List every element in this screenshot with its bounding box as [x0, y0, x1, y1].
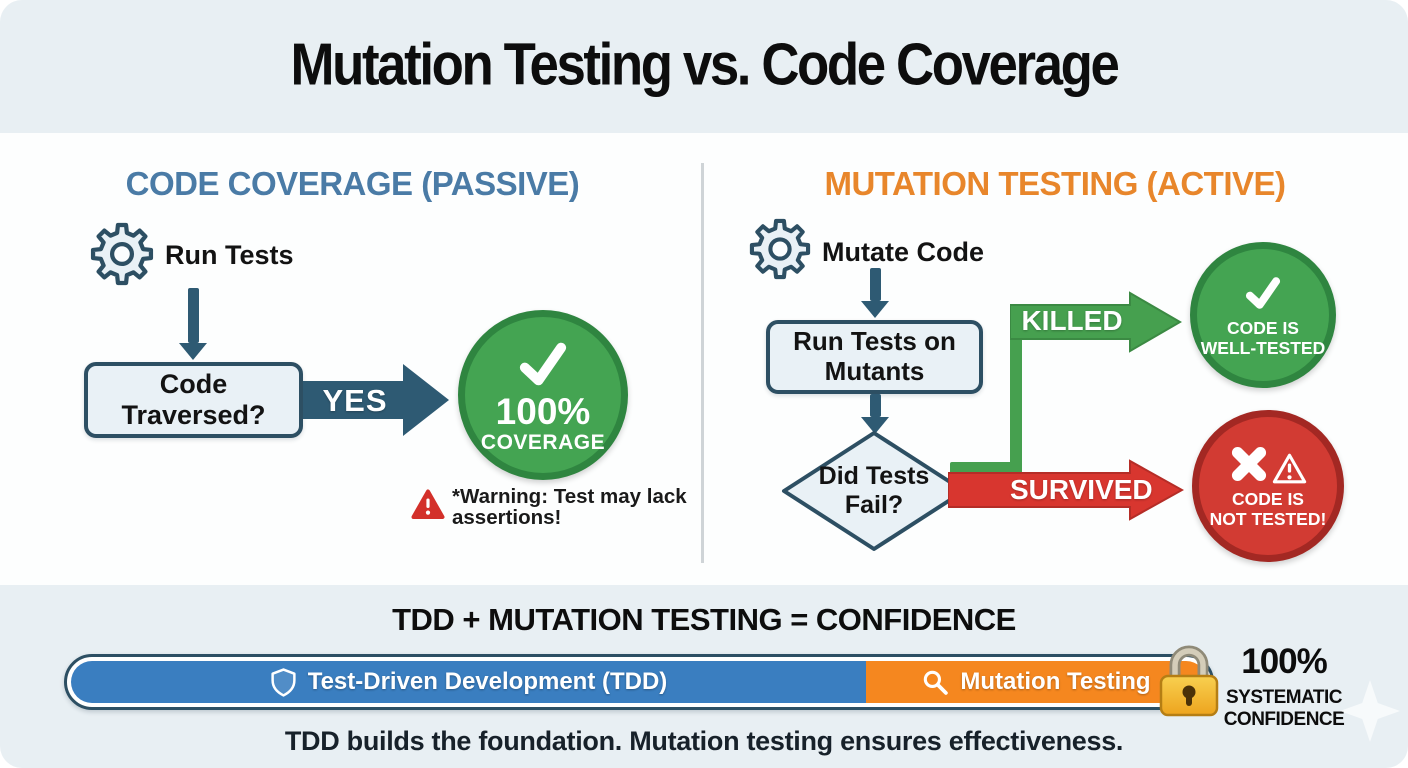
confidence-value: 100%: [1241, 642, 1328, 681]
yes-arrow-label: YES: [322, 383, 388, 418]
survived-arrow-label: SURVIVED: [1010, 474, 1153, 505]
coverage-label: COVERAGE: [480, 431, 606, 455]
did-tests-fail-diamond: Did Tests Fail?: [781, 430, 967, 552]
tdd-bar-label: Test-Driven Development (TDD): [307, 668, 668, 695]
mutation-bar-segment: Mutation Testing: [866, 661, 1207, 703]
mutation-bar-label: Mutation Testing: [960, 668, 1151, 695]
run-tests-mutants-box: Run Tests on Mutants: [766, 320, 983, 394]
killed-arrow-icon: [1010, 291, 1182, 353]
well-tested-line2: WELL-TESTED: [1200, 338, 1326, 358]
down-arrow-icon: [861, 268, 889, 318]
well-tested-circle: CODE IS WELL-TESTED: [1190, 242, 1336, 388]
warning-icon: [1271, 452, 1308, 485]
confidence-line2: CONFIDENCE: [1223, 709, 1345, 730]
footer-headline: TDD + MUTATION TESTING = CONFIDENCE: [392, 602, 1016, 637]
yes-arrow-icon: [303, 360, 451, 440]
elbow-connector: [950, 462, 1022, 474]
run-tests-mutants-line2: Mutants: [824, 356, 925, 386]
right-panel-header: MUTATION TESTING (ACTIVE): [824, 165, 1286, 202]
not-tested-circle: CODE IS NOT TESTED!: [1192, 410, 1344, 562]
code-traversed-label: Code Traversed?: [121, 369, 266, 430]
down-arrow-icon: [861, 394, 889, 434]
footer-caption: TDD builds the foundation. Mutation test…: [284, 726, 1124, 756]
code-traversed-box: Code Traversed?: [84, 362, 303, 438]
gear-icon: [89, 221, 155, 287]
gear-icon: [748, 217, 812, 281]
warning-text-line1: *Warning: Test may lack: [452, 485, 687, 508]
run-tests-label: Run Tests: [165, 240, 294, 270]
shield-icon: [270, 667, 297, 697]
page-title: Mutation Testing vs. Code Coverage: [290, 30, 1120, 98]
confidence-line1: SYSTEMATIC: [1225, 687, 1343, 708]
confidence-text: 100% SYSTEMATIC CONFIDENCE: [1223, 642, 1345, 730]
well-tested-line1: CODE IS: [1227, 317, 1299, 338]
coverage-result-circle: 100% COVERAGE: [458, 310, 628, 480]
killed-arrow-label: KILLED: [1021, 305, 1123, 336]
not-tested-line1: CODE IS: [1232, 488, 1304, 509]
did-tests-fail-line2: Fail?: [844, 491, 904, 519]
left-panel-header: CODE COVERAGE (PASSIVE): [125, 165, 580, 202]
survived-arrow-icon: [948, 459, 1184, 521]
mutate-code-label: Mutate Code: [822, 237, 984, 267]
panel-divider: [701, 163, 704, 563]
not-tested-line2: NOT TESTED!: [1209, 509, 1327, 529]
down-arrow-icon: [179, 288, 207, 360]
lock-icon: [1158, 644, 1220, 718]
did-tests-fail-line1: Did Tests: [818, 462, 930, 491]
elbow-connector: [1010, 315, 1022, 474]
coverage-value: 100%: [495, 390, 591, 432]
search-icon: [922, 669, 949, 696]
title-band: [0, 0, 1408, 133]
check-icon: [1238, 272, 1288, 314]
tdd-bar-segment: Test-Driven Development (TDD): [71, 661, 866, 703]
warning-text: *Warning: Test may lack assertions!: [452, 486, 687, 528]
warning-text-line2: assertions!: [452, 506, 562, 529]
check-icon: [507, 335, 579, 393]
confidence-bar: Test-Driven Development (TDD) Mutation T…: [64, 654, 1214, 710]
x-icon: [1228, 443, 1270, 485]
warning-icon: [411, 489, 445, 520]
run-tests-mutants-line1: Run Tests on: [793, 326, 956, 357]
